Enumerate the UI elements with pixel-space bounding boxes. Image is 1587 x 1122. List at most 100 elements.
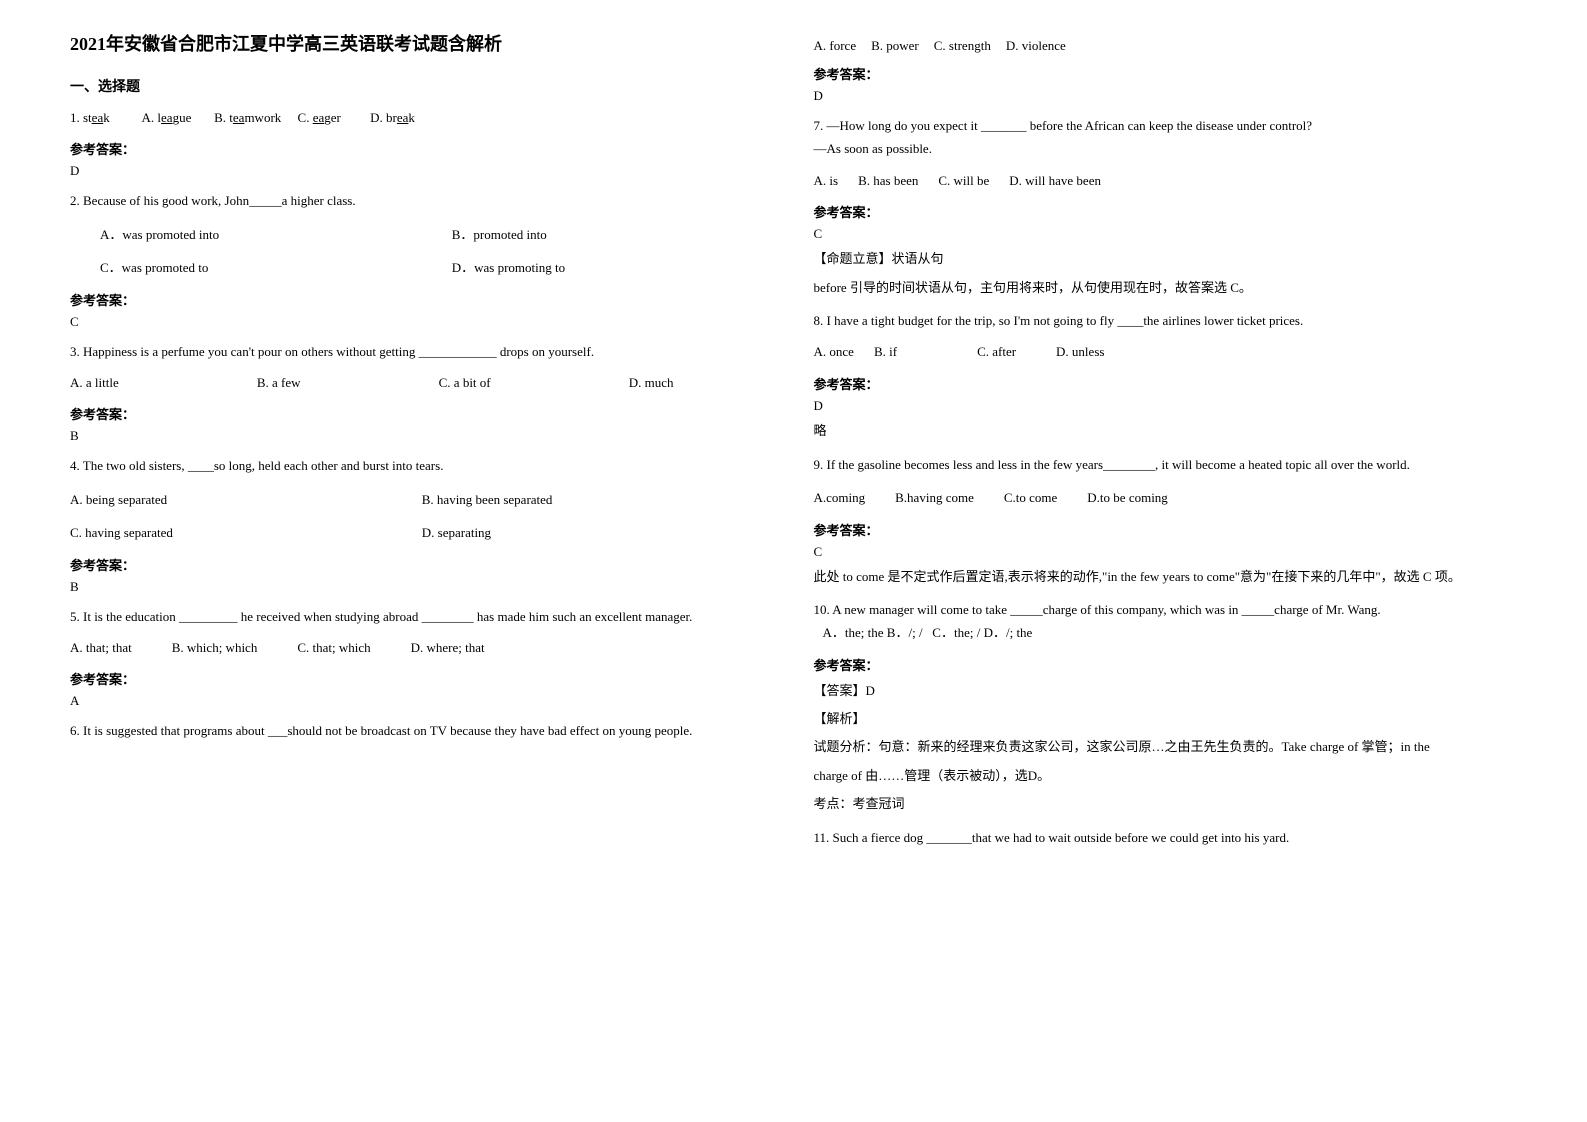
q2-optC: C．was promoted to [100,256,452,279]
q2-stem: 2. Because of his good work, John_____a … [70,189,774,212]
q10-exp2: charge of 由……管理（表示被动），选D。 [814,764,1518,787]
q7-exp2: before 引导的时间状语从句，主句用将来时，从句使用现在时，故答案选 C。 [814,276,1518,299]
q5-answer: A [70,693,774,709]
q6-optA: A. force [814,38,857,54]
q9-options: A.coming B.having come C.to come D.to be… [814,486,1518,509]
q2-optB: B．promoted into [452,223,547,246]
answer-label: 参考答案： [814,64,1518,83]
q2-optA: A．was promoted into [100,223,452,246]
q4-stem: 4. The two old sisters, ____so long, hel… [70,454,774,477]
q10-exp-title: 【解析】 [814,707,1518,730]
q2-answer: C [70,314,774,330]
answer-label: 参考答案： [70,669,774,688]
question-11: 11. Such a fierce dog _______that we had… [814,826,1518,849]
q4-optA: A. being separated [70,488,422,511]
q9-optB: B.having come [895,486,974,509]
q3-optA: A. a little [70,371,119,394]
question-1: 1. steak A. league B. teamwork C. eager … [70,106,774,129]
q10-exp3: 考点：考查冠词 [814,792,1518,815]
q5-optC: C. that; which [297,636,370,659]
q5-options: A. that; that B. which; which C. that; w… [70,636,774,659]
q4-row2: C. having separated D. separating [70,521,774,544]
answer-label: 参考答案： [814,655,1518,674]
q7-answer: C [814,226,1518,242]
answer-label: 参考答案： [814,520,1518,539]
q5-stem: 5. It is the education _________ he rece… [70,605,774,628]
q9-optA: A.coming [814,486,866,509]
q8-options: A. once B. if C. after D. unless [814,340,1518,363]
q3-options: A. a little B. a few C. a bit of D. much [70,371,774,394]
q7-stem1: 7. —How long do you expect it _______ be… [814,114,1518,137]
q5-optA: A. that; that [70,636,132,659]
q11-stem: 11. Such a fierce dog _______that we had… [814,826,1518,849]
q1-answer: D [70,163,774,179]
q7-optB: B. has been [858,169,918,192]
q10-exp1: 试题分析：句意：新来的经理来负责这家公司，这家公司原…之由王先生负责的。Take… [814,735,1518,758]
q5-optB: B. which; which [172,636,258,659]
q1-stem: 1. steak [70,110,113,125]
left-column: 2021年安徽省合肥市江夏中学高三英语联考试题含解析 一、选择题 1. stea… [50,30,794,1092]
q3-optD: D. much [629,371,674,394]
q1-optC: C. eager [298,110,341,125]
q8-stem: 8. I have a tight budget for the trip, s… [814,309,1518,332]
q9-stem: 9. If the gasoline becomes less and less… [814,452,1518,478]
answer-label: 参考答案： [70,139,774,158]
question-2: 2. Because of his good work, John_____a … [70,189,774,279]
q3-stem: 3. Happiness is a perfume you can't pour… [70,340,774,363]
q1-optD: D. break [370,110,415,125]
question-4: 4. The two old sisters, ____so long, hel… [70,454,774,544]
q6-optB: B. power [871,38,919,54]
q7-stem2: —As soon as possible. [814,137,1518,160]
q2-optD: D．was promoting to [452,256,565,279]
question-7: 7. —How long do you expect it _______ be… [814,114,1518,192]
q3-answer: B [70,428,774,444]
q9-optC: C.to come [1004,486,1057,509]
q6-optD: D. violence [1006,38,1066,54]
question-8: 8. I have a tight budget for the trip, s… [814,309,1518,364]
q8-optA: A. once [814,340,854,363]
q4-optD: D. separating [422,521,491,544]
q6-options: A. force B. power C. strength D. violenc… [814,38,1518,54]
q10-ans: 【答案】D [814,679,1518,702]
answer-label: 参考答案： [814,374,1518,393]
q7-options: A. is B. has been C. will be D. will hav… [814,169,1518,192]
q6-answer: D [814,88,1518,104]
q3-optB: B. a few [257,371,301,394]
q4-answer: B [70,579,774,595]
q8-optD: D. unless [1056,340,1104,363]
right-column: A. force B. power C. strength D. violenc… [794,30,1538,1092]
q6-stem: 6. It is suggested that programs about _… [70,719,774,742]
question-5: 5. It is the education _________ he rece… [70,605,774,660]
q2-row2: C．was promoted to D．was promoting to [70,256,774,279]
q4-optC: C. having separated [70,521,422,544]
q1-optA: A. league [142,110,192,125]
q9-answer: C [814,544,1518,560]
question-10: 10. A new manager will come to take ____… [814,598,1518,645]
page-title: 2021年安徽省合肥市江夏中学高三英语联考试题含解析 [70,30,774,56]
q4-optB: B. having been separated [422,488,553,511]
answer-label: 参考答案： [70,404,774,423]
section-header: 一、选择题 [70,76,774,96]
q7-exp1: 【命题立意】状语从句 [814,247,1518,270]
q2-row1: A．was promoted into B．promoted into [70,223,774,246]
question-3: 3. Happiness is a perfume you can't pour… [70,340,774,395]
q10-stem: 10. A new manager will come to take ____… [814,598,1518,621]
question-9: 9. If the gasoline becomes less and less… [814,452,1518,509]
answer-label: 参考答案： [70,290,774,309]
q7-optA: A. is [814,169,839,192]
q1-optB: B. teamwork [214,110,281,125]
q5-optD: D. where; that [411,636,485,659]
question-6: 6. It is suggested that programs about _… [70,719,774,742]
answer-label: 参考答案： [814,202,1518,221]
q7-optD: D. will have been [1009,169,1101,192]
q6-optC: C. strength [934,38,991,54]
answer-label: 参考答案： [70,555,774,574]
q9-optD: D.to be coming [1087,486,1168,509]
q8-optB: B. if [874,340,897,363]
q8-optC: C. after [977,340,1016,363]
q8-answer: D [814,398,1518,414]
q8-exp: 略 [814,419,1518,442]
q7-optC: C. will be [938,169,989,192]
q3-optC: C. a bit of [439,371,491,394]
q4-row1: A. being separated B. having been separa… [70,488,774,511]
